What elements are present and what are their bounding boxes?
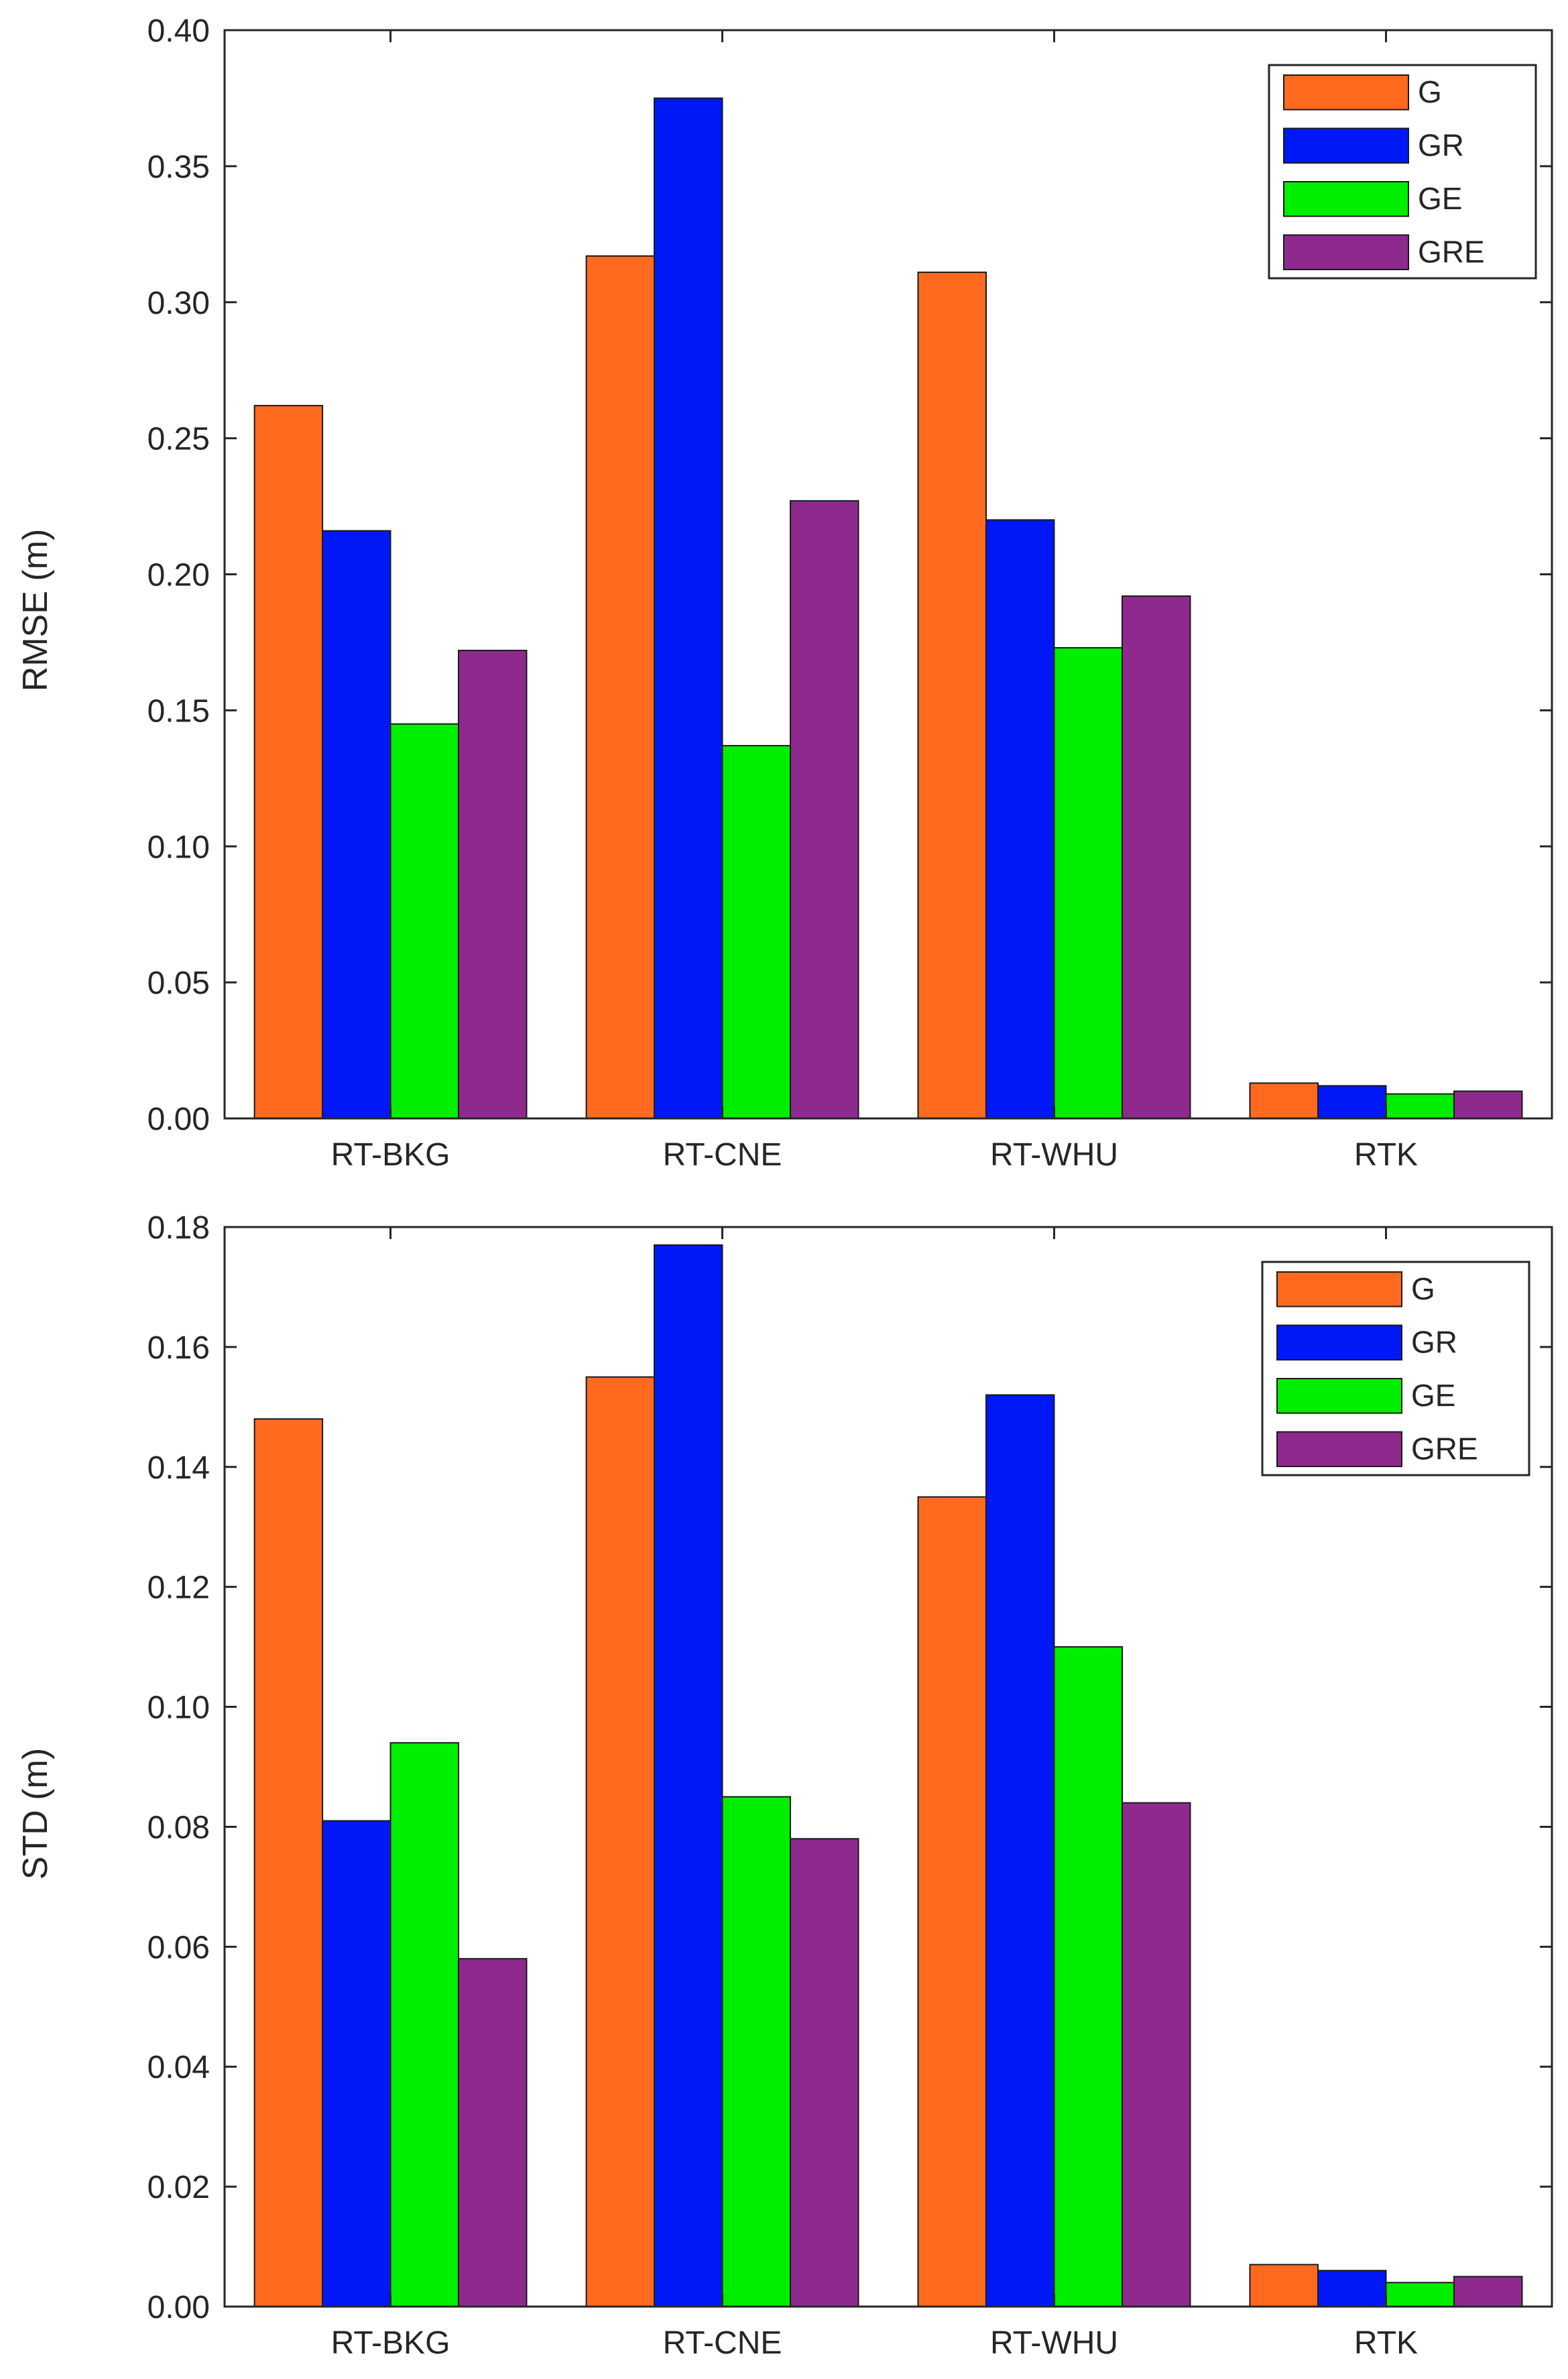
std-x-tick-label-rt-cne: RT-CNE (663, 2325, 782, 2361)
std-bar-g-rt-cne (585, 1376, 656, 2308)
std-bar-gr-rt-whu (985, 1394, 1055, 2307)
rmse-y-tick-label: 0.10 (147, 829, 210, 865)
rmse-legend-swatch-ge (1283, 181, 1409, 217)
std-bar-ge-rt-whu (1053, 1646, 1123, 2308)
std-legend-swatch-gr (1276, 1324, 1402, 1360)
rmse-bar-gr-rt-bkg (322, 530, 391, 1119)
std-bar-g-rt-bkg (253, 1418, 324, 2307)
std-x-tick-label-rtk: RTK (1354, 2325, 1418, 2361)
rmse-x-tick-label-rt-cne: RT-CNE (663, 1137, 782, 1173)
std-bar-gr-rtk (1317, 2270, 1387, 2308)
std-legend-swatch-gre (1276, 1431, 1402, 1467)
rmse-y-tick-label: 0.05 (147, 966, 210, 1001)
std-x-tick-label-rt-whu: RT-WHU (990, 2325, 1118, 2361)
std-y-tick-label: 0.10 (147, 1690, 210, 1726)
rmse-bar-g-rtk (1249, 1082, 1319, 1120)
rmse-y-tick-label: 0.00 (147, 1102, 210, 1137)
std-bar-gre-rt-whu (1122, 1802, 1191, 2307)
rmse-bar-g-rt-bkg (253, 404, 324, 1119)
rmse-bar-ge-rtk (1385, 1093, 1455, 1119)
std-legend-label-ge: GE (1411, 1378, 1455, 1413)
rmse-y-axis-label: RMSE (m) (16, 529, 55, 692)
std-y-tick-label: 0.14 (147, 1450, 210, 1486)
rmse-bar-g-rt-cne (585, 255, 656, 1119)
std-y-tick-label: 0.18 (147, 1210, 210, 1246)
rmse-x-tick-label-rt-bkg: RT-BKG (331, 1137, 450, 1173)
rmse-y-tick-label: 0.30 (147, 286, 210, 321)
std-bar-ge-rt-bkg (389, 1742, 459, 2307)
rmse-legend-label-gre: GRE (1418, 234, 1485, 269)
rmse-y-tick-label: 0.25 (147, 422, 210, 457)
rmse-x-tick-label-rt-whu: RT-WHU (990, 1137, 1118, 1173)
rmse-bar-gre-rt-cne (790, 500, 859, 1119)
std-bar-ge-rtk (1385, 2282, 1455, 2307)
std-axes-frame (223, 1226, 1553, 2308)
rmse-y-tick-label: 0.15 (147, 693, 210, 729)
std-y-axis-label: STD (m) (16, 1748, 55, 1879)
std-bar-gre-rt-cne (790, 1838, 859, 2308)
rmse-y-tick-label: 0.20 (147, 558, 210, 593)
std-bar-gr-rt-bkg (322, 1820, 391, 2307)
rmse-bar-ge-rt-whu (1053, 647, 1123, 1119)
rmse-bar-g-rt-whu (917, 272, 987, 1120)
std-legend-label-g: G (1411, 1271, 1435, 1306)
std-y-tick-label: 0.08 (147, 1810, 210, 1845)
std-bar-ge-rt-cne (721, 1796, 791, 2307)
rmse-legend-swatch-gr (1283, 127, 1409, 164)
std-x-tick-label-rt-bkg: RT-BKG (331, 2325, 450, 2361)
rmse-y-tick-label: 0.40 (147, 13, 210, 49)
std-bar-gre-rt-bkg (458, 1958, 528, 2307)
std-y-tick-label: 0.04 (147, 2050, 210, 2085)
std-y-tick-label: 0.02 (147, 2170, 210, 2205)
rmse-bar-ge-rt-cne (721, 745, 791, 1119)
std-y-tick-label: 0.16 (147, 1330, 210, 1366)
rmse-bar-gre-rt-bkg (458, 650, 528, 1119)
std-y-tick-label: 0.12 (147, 1570, 210, 1606)
rmse-legend-label-ge: GE (1418, 181, 1462, 216)
std-y-tick-label: 0.06 (147, 1930, 210, 1965)
rmse-bar-gre-rtk (1453, 1090, 1523, 1120)
std-legend: G GR GE GRE (1261, 1261, 1530, 1476)
rmse-legend: G GR GE GRE (1268, 64, 1537, 280)
rmse-legend-label-gr: GR (1418, 127, 1464, 162)
std-chart: STD (m) 0.00 0.02 0.04 0.06 0.08 0.10 0.12 0.14… (16, 1210, 1553, 2361)
std-legend-swatch-ge (1276, 1378, 1402, 1414)
rmse-bar-gre-rt-whu (1122, 595, 1191, 1119)
std-legend-label-gr: GR (1411, 1324, 1457, 1359)
std-legend-label-gre: GRE (1411, 1431, 1478, 1466)
std-legend-swatch-g (1276, 1271, 1402, 1308)
rmse-chart: RMSE (m) 0.00 0.05 0.10 0.15 0.20 0.25 0.30 0.3… (16, 13, 1553, 1173)
std-bar-gre-rtk (1453, 2276, 1523, 2308)
rmse-bar-ge-rt-bkg (389, 723, 459, 1119)
std-bar-gr-rt-cne (654, 1244, 723, 2307)
std-bar-g-rt-whu (917, 1496, 987, 2307)
rmse-legend-swatch-g (1283, 74, 1409, 111)
rmse-legend-swatch-gre (1283, 234, 1409, 270)
rmse-legend-label-g: G (1418, 74, 1442, 109)
rmse-bar-gr-rt-cne (654, 97, 723, 1119)
std-y-tick-label: 0.00 (147, 2290, 210, 2325)
rmse-bar-gr-rtk (1317, 1085, 1387, 1120)
rmse-x-tick-label-rtk: RTK (1354, 1137, 1418, 1173)
rmse-bar-gr-rt-whu (985, 519, 1055, 1119)
rmse-y-tick-label: 0.35 (147, 150, 210, 185)
std-bar-g-rtk (1249, 2264, 1319, 2307)
